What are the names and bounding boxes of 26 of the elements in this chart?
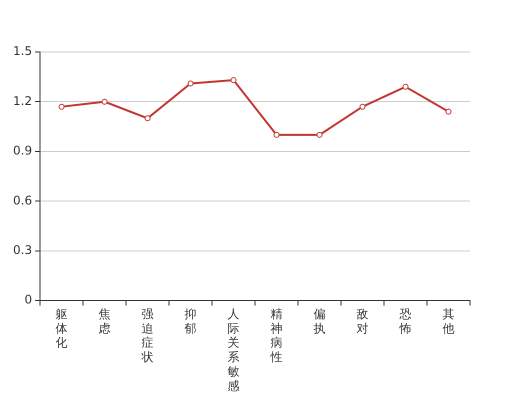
x-tick-label: 人际关系敏感: [228, 306, 240, 393]
x-tick-label: 抑郁: [184, 306, 197, 336]
point: [144, 115, 151, 122]
point: [446, 108, 452, 115]
y-tick-label: 1.5: [12, 44, 32, 58]
y-tick-label: 1.2: [12, 94, 32, 108]
x-tick-label: 恐怖: [398, 306, 412, 336]
y-tick-label: 0: [24, 292, 32, 307]
x-tick-label: 精神病性: [270, 306, 283, 364]
point: [316, 132, 323, 138]
point: [402, 84, 409, 90]
point: [102, 98, 108, 105]
x-tick-label: 焦虑: [98, 306, 111, 336]
y-tick-label: 0.3: [12, 243, 32, 258]
point: [360, 104, 366, 110]
x-tick-label: 躯体化: [56, 306, 68, 350]
x-tick-label: 强迫症状: [140, 306, 154, 364]
point: [188, 80, 194, 86]
y-tick-label: 0.6: [12, 193, 32, 208]
x-tick-label: 偏执: [314, 306, 326, 336]
point: [274, 132, 280, 138]
point: [230, 77, 237, 84]
x-tick-label: 敌对: [356, 306, 369, 336]
point: [58, 104, 65, 110]
x-tick-label: 其他: [442, 306, 455, 336]
y-tick-label: 0.9: [12, 144, 32, 158]
